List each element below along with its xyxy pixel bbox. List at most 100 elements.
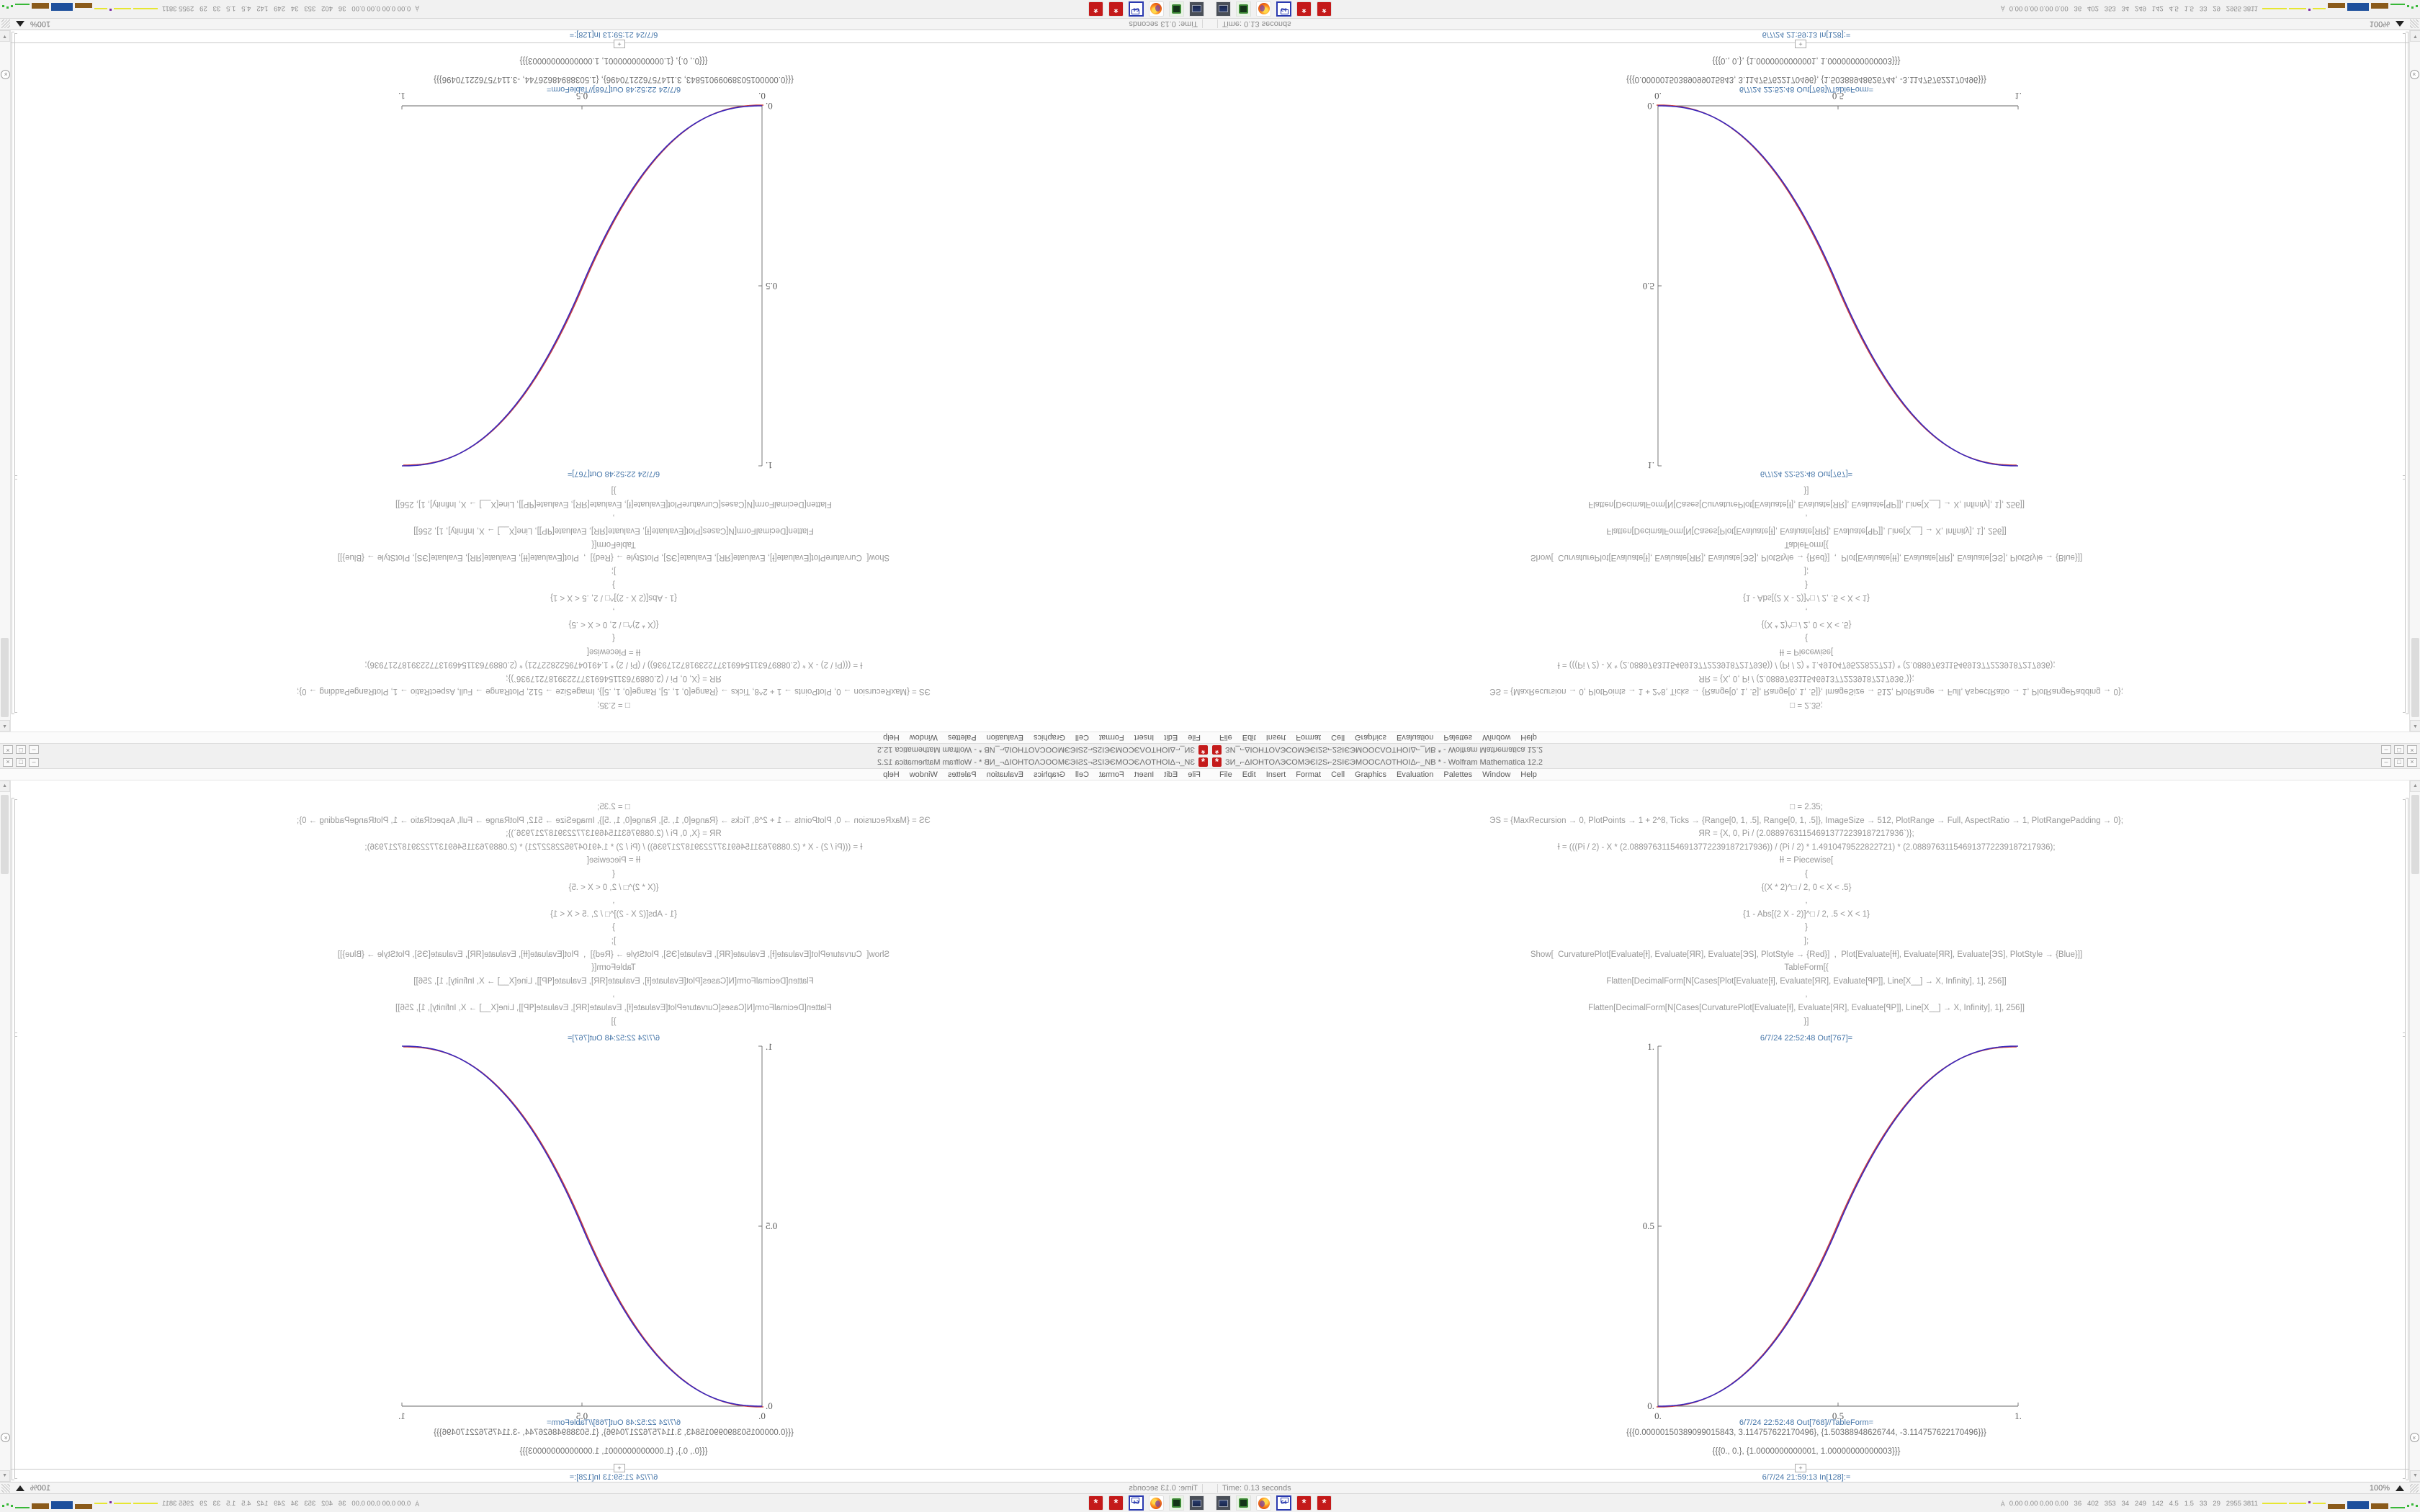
scroll-down-arrow-icon[interactable]: ▼ xyxy=(2410,30,2420,42)
computer-monitor-icon[interactable] xyxy=(1189,1495,1204,1511)
menu-window[interactable]: Window xyxy=(1482,733,1511,742)
mathematica-taskbar-icon[interactable]: * xyxy=(1088,1495,1103,1511)
input-cell[interactable]: □ = 2.35; ЭЅ = {MaxRecursion → 0, PlotPo… xyxy=(17,801,1210,1028)
menu-palettes[interactable]: Palettes xyxy=(1443,770,1473,779)
menu-cell[interactable]: Cell xyxy=(1331,770,1345,779)
vertical-scrollbar[interactable]: ▲ ▼ xyxy=(2409,780,2420,1482)
menu-insert[interactable]: Insert xyxy=(1134,733,1155,742)
zoom-selector-icon[interactable] xyxy=(16,1485,24,1491)
menu-format[interactable]: Format xyxy=(1296,770,1322,779)
floppy-64-icon[interactable]: 64 xyxy=(1276,1,1291,17)
insert-cell-button[interactable]: + xyxy=(614,40,625,48)
firefox-icon[interactable] xyxy=(1256,1495,1271,1511)
computer-monitor-icon[interactable] xyxy=(1216,1,1231,17)
resize-grip-icon[interactable] xyxy=(1,19,10,29)
insert-cell-button[interactable]: + xyxy=(1795,40,1806,48)
menu-graphics[interactable]: Graphics xyxy=(1033,733,1065,742)
menu-insert[interactable]: Insert xyxy=(1265,733,1286,742)
green-terminal-icon[interactable] xyxy=(1236,1,1251,17)
menu-file[interactable]: File xyxy=(1188,770,1201,779)
firefox-icon[interactable] xyxy=(1149,1495,1164,1511)
jump-to-end-icon[interactable]: » xyxy=(1,70,10,79)
input-cell-bracket[interactable] xyxy=(14,799,17,1037)
menu-help[interactable]: Help xyxy=(883,770,900,779)
menu-edit[interactable]: Edit xyxy=(1242,770,1256,779)
cell-group-bracket[interactable] xyxy=(2406,32,2408,714)
menu-graphics[interactable]: Graphics xyxy=(1355,733,1387,742)
menu-palettes[interactable]: Palettes xyxy=(947,770,977,779)
menu-format[interactable]: Format xyxy=(1296,733,1322,742)
jump-to-end-icon[interactable]: » xyxy=(2410,1433,2419,1442)
maximize-button[interactable]: □ xyxy=(16,745,26,755)
firefox-icon[interactable] xyxy=(1149,1,1164,17)
green-terminal-icon[interactable] xyxy=(1236,1495,1251,1511)
scroll-up-arrow-icon[interactable]: ▲ xyxy=(0,780,10,792)
green-terminal-icon[interactable] xyxy=(1169,1495,1184,1511)
close-button[interactable]: × xyxy=(3,757,13,767)
scrollbar-thumb[interactable] xyxy=(2411,638,2419,717)
menu-format[interactable]: Format xyxy=(1098,770,1124,779)
input-cell[interactable]: □ = 2.35; ЭЅ = {MaxRecursion → 0, PlotPo… xyxy=(17,484,1210,711)
maximize-button[interactable]: □ xyxy=(2394,757,2404,767)
menu-help[interactable]: Help xyxy=(1520,733,1537,742)
vertical-scrollbar[interactable]: ▲ ▼ xyxy=(0,780,11,1482)
menu-cell[interactable]: Cell xyxy=(1331,733,1345,742)
menu-evaluation[interactable]: Evaluation xyxy=(986,770,1023,779)
menu-palettes[interactable]: Palettes xyxy=(1443,733,1473,742)
scroll-up-arrow-icon[interactable]: ▲ xyxy=(0,720,10,732)
scroll-down-arrow-icon[interactable]: ▼ xyxy=(0,30,10,42)
output-cell-bracket[interactable] xyxy=(2403,33,2406,480)
zoom-selector-icon[interactable] xyxy=(2396,1485,2404,1491)
scrollbar-thumb[interactable] xyxy=(2411,795,2419,874)
floppy-64-icon[interactable]: 64 xyxy=(1129,1495,1144,1511)
menu-window[interactable]: Window xyxy=(909,733,938,742)
resize-grip-icon[interactable] xyxy=(2410,19,2419,29)
jump-to-end-icon[interactable]: » xyxy=(1,1433,10,1442)
input-cell-bracket[interactable] xyxy=(2403,799,2406,1037)
minimize-button[interactable]: – xyxy=(2381,745,2391,755)
zoom-level[interactable]: 100% xyxy=(30,19,51,29)
zoom-selector-icon[interactable] xyxy=(16,21,24,27)
output-cell-bracket[interactable] xyxy=(14,33,17,480)
input-cell-bracket[interactable] xyxy=(2403,475,2406,713)
menu-file[interactable]: File xyxy=(1219,733,1232,742)
scrollbar-thumb[interactable] xyxy=(1,795,9,874)
mathematica-taskbar-icon[interactable]: * xyxy=(1296,1,1312,17)
menu-cell[interactable]: Cell xyxy=(1075,770,1089,779)
scroll-up-arrow-icon[interactable]: ▲ xyxy=(2410,720,2420,732)
menu-palettes[interactable]: Palettes xyxy=(947,733,977,742)
computer-monitor-icon[interactable] xyxy=(1189,1,1204,17)
mathematica-taskbar-icon[interactable]: * xyxy=(1108,1,1124,17)
menu-graphics[interactable]: Graphics xyxy=(1355,770,1387,779)
menu-edit[interactable]: Edit xyxy=(1164,770,1178,779)
input-cell[interactable]: □ = 2.35; ЭЅ = {MaxRecursion → 0, PlotPo… xyxy=(1210,484,2403,711)
cell-group-bracket[interactable] xyxy=(2406,798,2408,1480)
zoom-level[interactable]: 100% xyxy=(30,1483,51,1493)
menu-evaluation[interactable]: Evaluation xyxy=(986,733,1023,742)
input-cell[interactable]: □ = 2.35; ЭЅ = {MaxRecursion → 0, PlotPo… xyxy=(1210,801,2403,1028)
menu-insert[interactable]: Insert xyxy=(1265,770,1286,779)
menu-file[interactable]: File xyxy=(1219,770,1232,779)
resize-grip-icon[interactable] xyxy=(2410,1483,2419,1493)
close-button[interactable]: × xyxy=(2407,745,2417,755)
output-cell-bracket[interactable] xyxy=(14,1032,17,1479)
close-button[interactable]: × xyxy=(3,745,13,755)
menu-window[interactable]: Window xyxy=(1482,770,1511,779)
scrollbar-thumb[interactable] xyxy=(1,638,9,717)
zoom-selector-icon[interactable] xyxy=(2396,21,2404,27)
mathematica-taskbar-icon[interactable]: * xyxy=(1317,1,1332,17)
menu-insert[interactable]: Insert xyxy=(1134,770,1155,779)
input-cell-bracket[interactable] xyxy=(14,475,17,713)
menu-evaluation[interactable]: Evaluation xyxy=(1397,770,1434,779)
firefox-icon[interactable] xyxy=(1256,1,1271,17)
scroll-down-arrow-icon[interactable]: ▼ xyxy=(0,1470,10,1482)
computer-monitor-icon[interactable] xyxy=(1216,1495,1231,1511)
mathematica-taskbar-icon[interactable]: * xyxy=(1296,1495,1312,1511)
floppy-64-icon[interactable]: 64 xyxy=(1129,1,1144,17)
menu-file[interactable]: File xyxy=(1188,733,1201,742)
insert-cell-button[interactable]: + xyxy=(614,1464,625,1472)
green-terminal-icon[interactable] xyxy=(1169,1,1184,17)
vertical-scrollbar[interactable]: ▲ ▼ xyxy=(2409,30,2420,732)
jump-to-end-icon[interactable]: » xyxy=(2410,70,2419,79)
floppy-64-icon[interactable]: 64 xyxy=(1276,1495,1291,1511)
